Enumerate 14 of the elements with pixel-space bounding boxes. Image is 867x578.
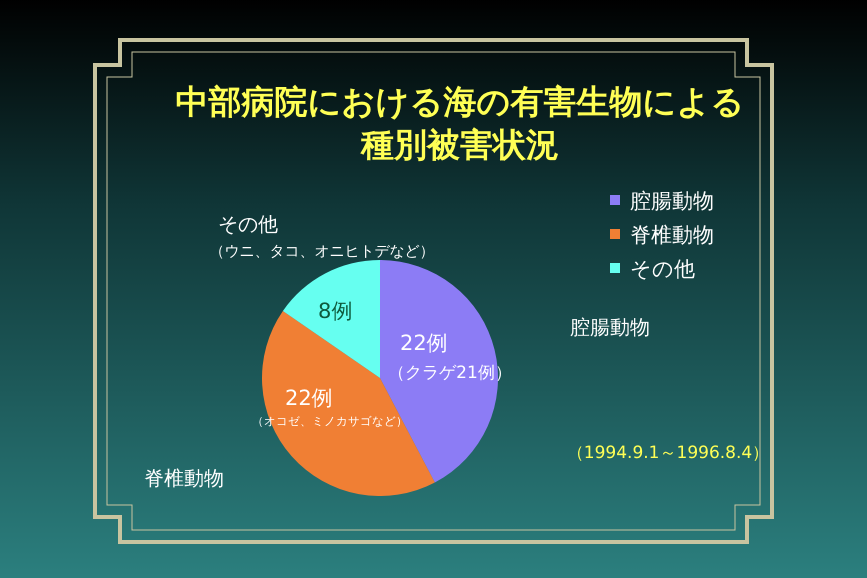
- legend-label: 脊椎動物: [630, 223, 714, 247]
- data-label: 22例: [285, 386, 333, 410]
- slice-label: 腔腸動物: [570, 315, 650, 339]
- text: （1994.9.1～1996.8.4）: [566, 443, 770, 463]
- text: （クラゲ21例）: [388, 363, 512, 383]
- chart-title: 中部病院における海の有害生物による種別被害状況: [174, 81, 746, 166]
- text: （ウニ、タコ、オニヒトデなど）: [210, 242, 434, 260]
- data-label: 22例: [400, 331, 448, 355]
- slice-label: 脊椎動物: [144, 466, 224, 490]
- slice-label: その他: [218, 212, 278, 236]
- legend-label: 腔腸動物: [630, 189, 714, 213]
- legend-label: その他: [630, 257, 695, 281]
- pie-slice: [282, 260, 380, 378]
- data-label: 8例: [318, 299, 352, 323]
